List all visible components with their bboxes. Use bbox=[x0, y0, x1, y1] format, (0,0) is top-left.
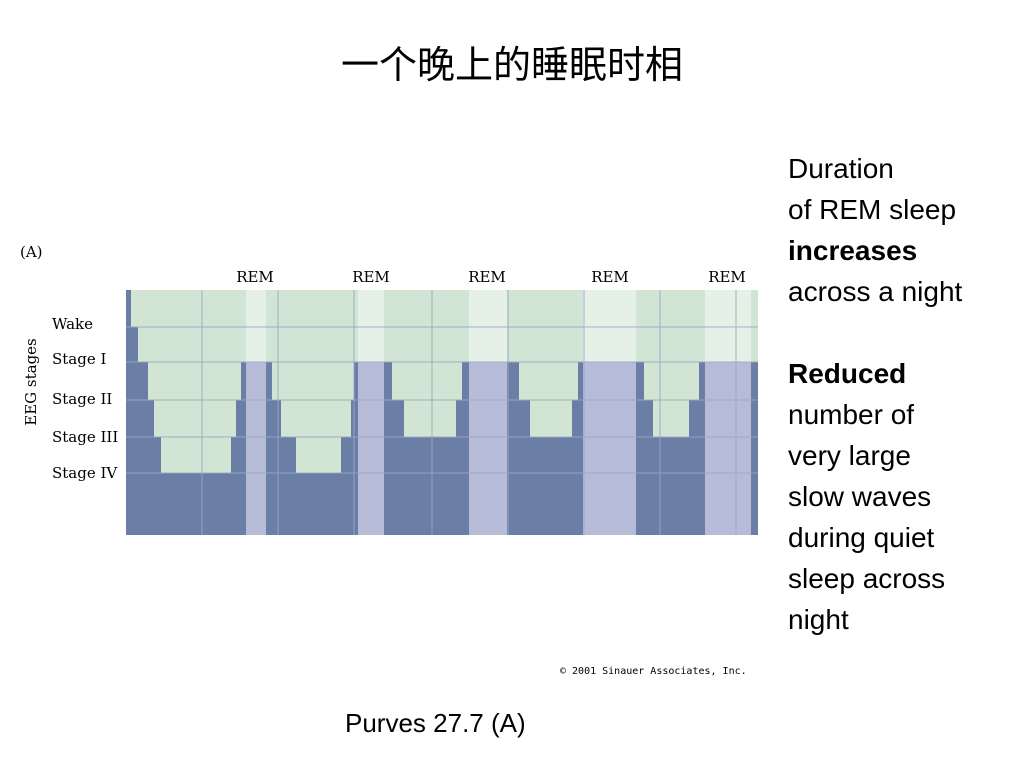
rem-note-line: Duration bbox=[788, 153, 894, 184]
note-spacer bbox=[788, 312, 1018, 353]
rem-period-3 bbox=[469, 362, 507, 535]
annotation-notes: Duration of REM sleep increases across a… bbox=[788, 148, 1018, 640]
slow-wave-note-line: night bbox=[788, 604, 849, 635]
slow-wave-note-line: very large bbox=[788, 440, 911, 471]
rem-highlight-5 bbox=[705, 290, 751, 362]
rem-marker-4: REM bbox=[591, 268, 629, 286]
stage-label-stage-1: Stage I bbox=[52, 350, 107, 368]
stage-label-stage-2: Stage II bbox=[52, 390, 113, 408]
stage-label-stage-3: Stage III bbox=[52, 428, 119, 446]
rem-marker-5: REM bbox=[708, 268, 746, 286]
rem-marker-3: REM bbox=[468, 268, 506, 286]
slide-title: 一个晚上的睡眠时相 bbox=[340, 43, 683, 87]
sleep-hypnogram bbox=[126, 290, 758, 535]
rem-marker-1: REM bbox=[236, 268, 274, 286]
slow-wave-note-line: number of bbox=[788, 399, 915, 430]
rem-period-5 bbox=[705, 362, 751, 535]
slow-wave-note-line: sleep across bbox=[788, 563, 946, 594]
copyright-notice: © 2001 Sinauer Associates, Inc. bbox=[560, 666, 747, 677]
stage-label-wake: Wake bbox=[52, 315, 94, 333]
rem-highlight-4 bbox=[583, 290, 636, 362]
rem-note-line: across a night bbox=[788, 276, 963, 307]
figure-caption: Purves 27.7 (A) bbox=[345, 708, 526, 738]
panel-label: (A) bbox=[20, 243, 43, 261]
rem-highlight-2 bbox=[358, 290, 384, 362]
stage-label-stage-4: Stage IV bbox=[52, 464, 118, 482]
rem-marker-2: REM bbox=[352, 268, 390, 286]
grid-lines bbox=[126, 290, 758, 535]
slow-wave-note-line: slow waves bbox=[788, 481, 932, 512]
rem-period-2 bbox=[358, 362, 384, 535]
slow-wave-note-emphasis: Reduced bbox=[788, 358, 907, 389]
y-axis-label: EEG stages bbox=[22, 338, 40, 426]
rem-highlight-1 bbox=[246, 290, 266, 362]
rem-period-4 bbox=[583, 362, 636, 535]
slow-wave-note-line: during quiet bbox=[788, 522, 935, 553]
rem-note-line: of REM sleep bbox=[788, 194, 957, 225]
rem-highlight-3 bbox=[469, 290, 507, 362]
rem-note-emphasis: increases bbox=[788, 235, 918, 266]
slow-wave-note: Reduced number of very large slow waves … bbox=[788, 353, 1018, 640]
rem-period-1 bbox=[246, 362, 266, 535]
quiet-sleep-region bbox=[126, 290, 758, 535]
rem-note: Duration of REM sleep increases across a… bbox=[788, 148, 1018, 312]
